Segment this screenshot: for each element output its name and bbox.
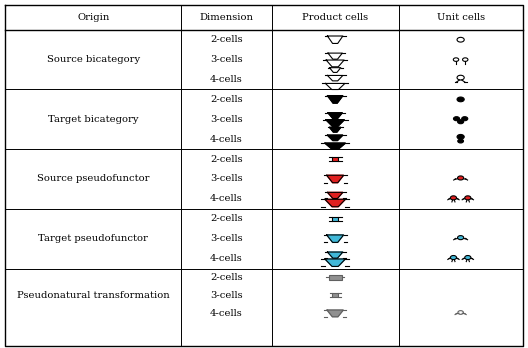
Text: Source pseudofunctor: Source pseudofunctor — [37, 174, 149, 183]
Text: Dimension: Dimension — [200, 13, 253, 22]
Polygon shape — [327, 252, 343, 258]
Text: 4-cells: 4-cells — [210, 195, 243, 203]
Text: 2-cells: 2-cells — [210, 273, 243, 282]
Text: 3-cells: 3-cells — [210, 291, 243, 300]
Text: 3-cells: 3-cells — [210, 55, 243, 64]
Text: 3-cells: 3-cells — [210, 174, 243, 183]
Polygon shape — [327, 175, 344, 183]
Polygon shape — [327, 192, 343, 198]
Polygon shape — [325, 199, 345, 207]
Circle shape — [458, 139, 464, 143]
Circle shape — [461, 117, 468, 121]
Circle shape — [458, 236, 464, 240]
Text: Origin: Origin — [77, 13, 109, 22]
Polygon shape — [325, 143, 345, 149]
Text: 4-cells: 4-cells — [210, 75, 243, 84]
Polygon shape — [327, 135, 343, 141]
Circle shape — [454, 117, 459, 121]
Polygon shape — [327, 235, 344, 243]
Text: Unit cells: Unit cells — [437, 13, 485, 22]
Text: Pseudonatural transformation: Pseudonatural transformation — [17, 291, 169, 300]
Circle shape — [465, 196, 471, 200]
Circle shape — [457, 97, 464, 102]
Text: Target pseudofunctor: Target pseudofunctor — [39, 234, 148, 243]
Circle shape — [450, 196, 457, 200]
Polygon shape — [327, 96, 343, 103]
Circle shape — [458, 120, 464, 124]
Bar — [328, 275, 342, 280]
Circle shape — [458, 176, 464, 180]
Circle shape — [457, 134, 464, 139]
Text: 3-cells: 3-cells — [210, 115, 243, 124]
Circle shape — [465, 255, 471, 260]
Polygon shape — [326, 120, 344, 126]
Polygon shape — [325, 259, 345, 267]
Text: 2-cells: 2-cells — [210, 95, 243, 104]
Text: Product cells: Product cells — [302, 13, 368, 22]
Text: 2-cells: 2-cells — [210, 155, 243, 164]
Polygon shape — [329, 127, 341, 132]
Text: 3-cells: 3-cells — [210, 234, 243, 243]
Circle shape — [450, 255, 457, 260]
Bar — [332, 216, 338, 221]
Text: 4-cells: 4-cells — [210, 254, 243, 263]
Text: 4-cells: 4-cells — [210, 309, 243, 318]
Polygon shape — [327, 310, 343, 317]
Polygon shape — [328, 113, 342, 119]
Text: 2-cells: 2-cells — [210, 214, 243, 223]
Text: Source bicategory: Source bicategory — [46, 55, 140, 64]
Bar — [332, 293, 338, 298]
Text: 2-cells: 2-cells — [210, 35, 243, 44]
Text: Target bicategory: Target bicategory — [48, 115, 138, 124]
Bar — [332, 157, 338, 161]
Text: 4-cells: 4-cells — [210, 135, 243, 144]
